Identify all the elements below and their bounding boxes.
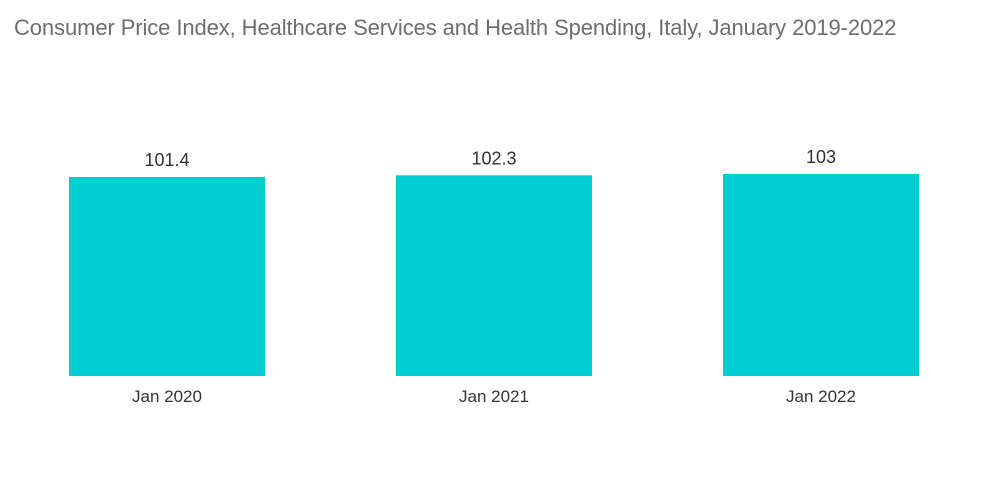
x-tick-label: Jan 2020	[132, 387, 202, 406]
bar-jan-2022	[723, 173, 919, 376]
chart-title: Consumer Price Index, Healthcare Service…	[14, 15, 897, 40]
x-tick-label: Jan 2022	[786, 387, 856, 406]
data-label: 102.3	[471, 148, 516, 168]
x-tick-label: Jan 2021	[459, 387, 529, 406]
bar-jan-2021	[396, 175, 592, 376]
data-label: 103	[806, 147, 836, 167]
data-label: 101.4	[144, 150, 189, 170]
bar-jan-2020	[69, 177, 265, 376]
